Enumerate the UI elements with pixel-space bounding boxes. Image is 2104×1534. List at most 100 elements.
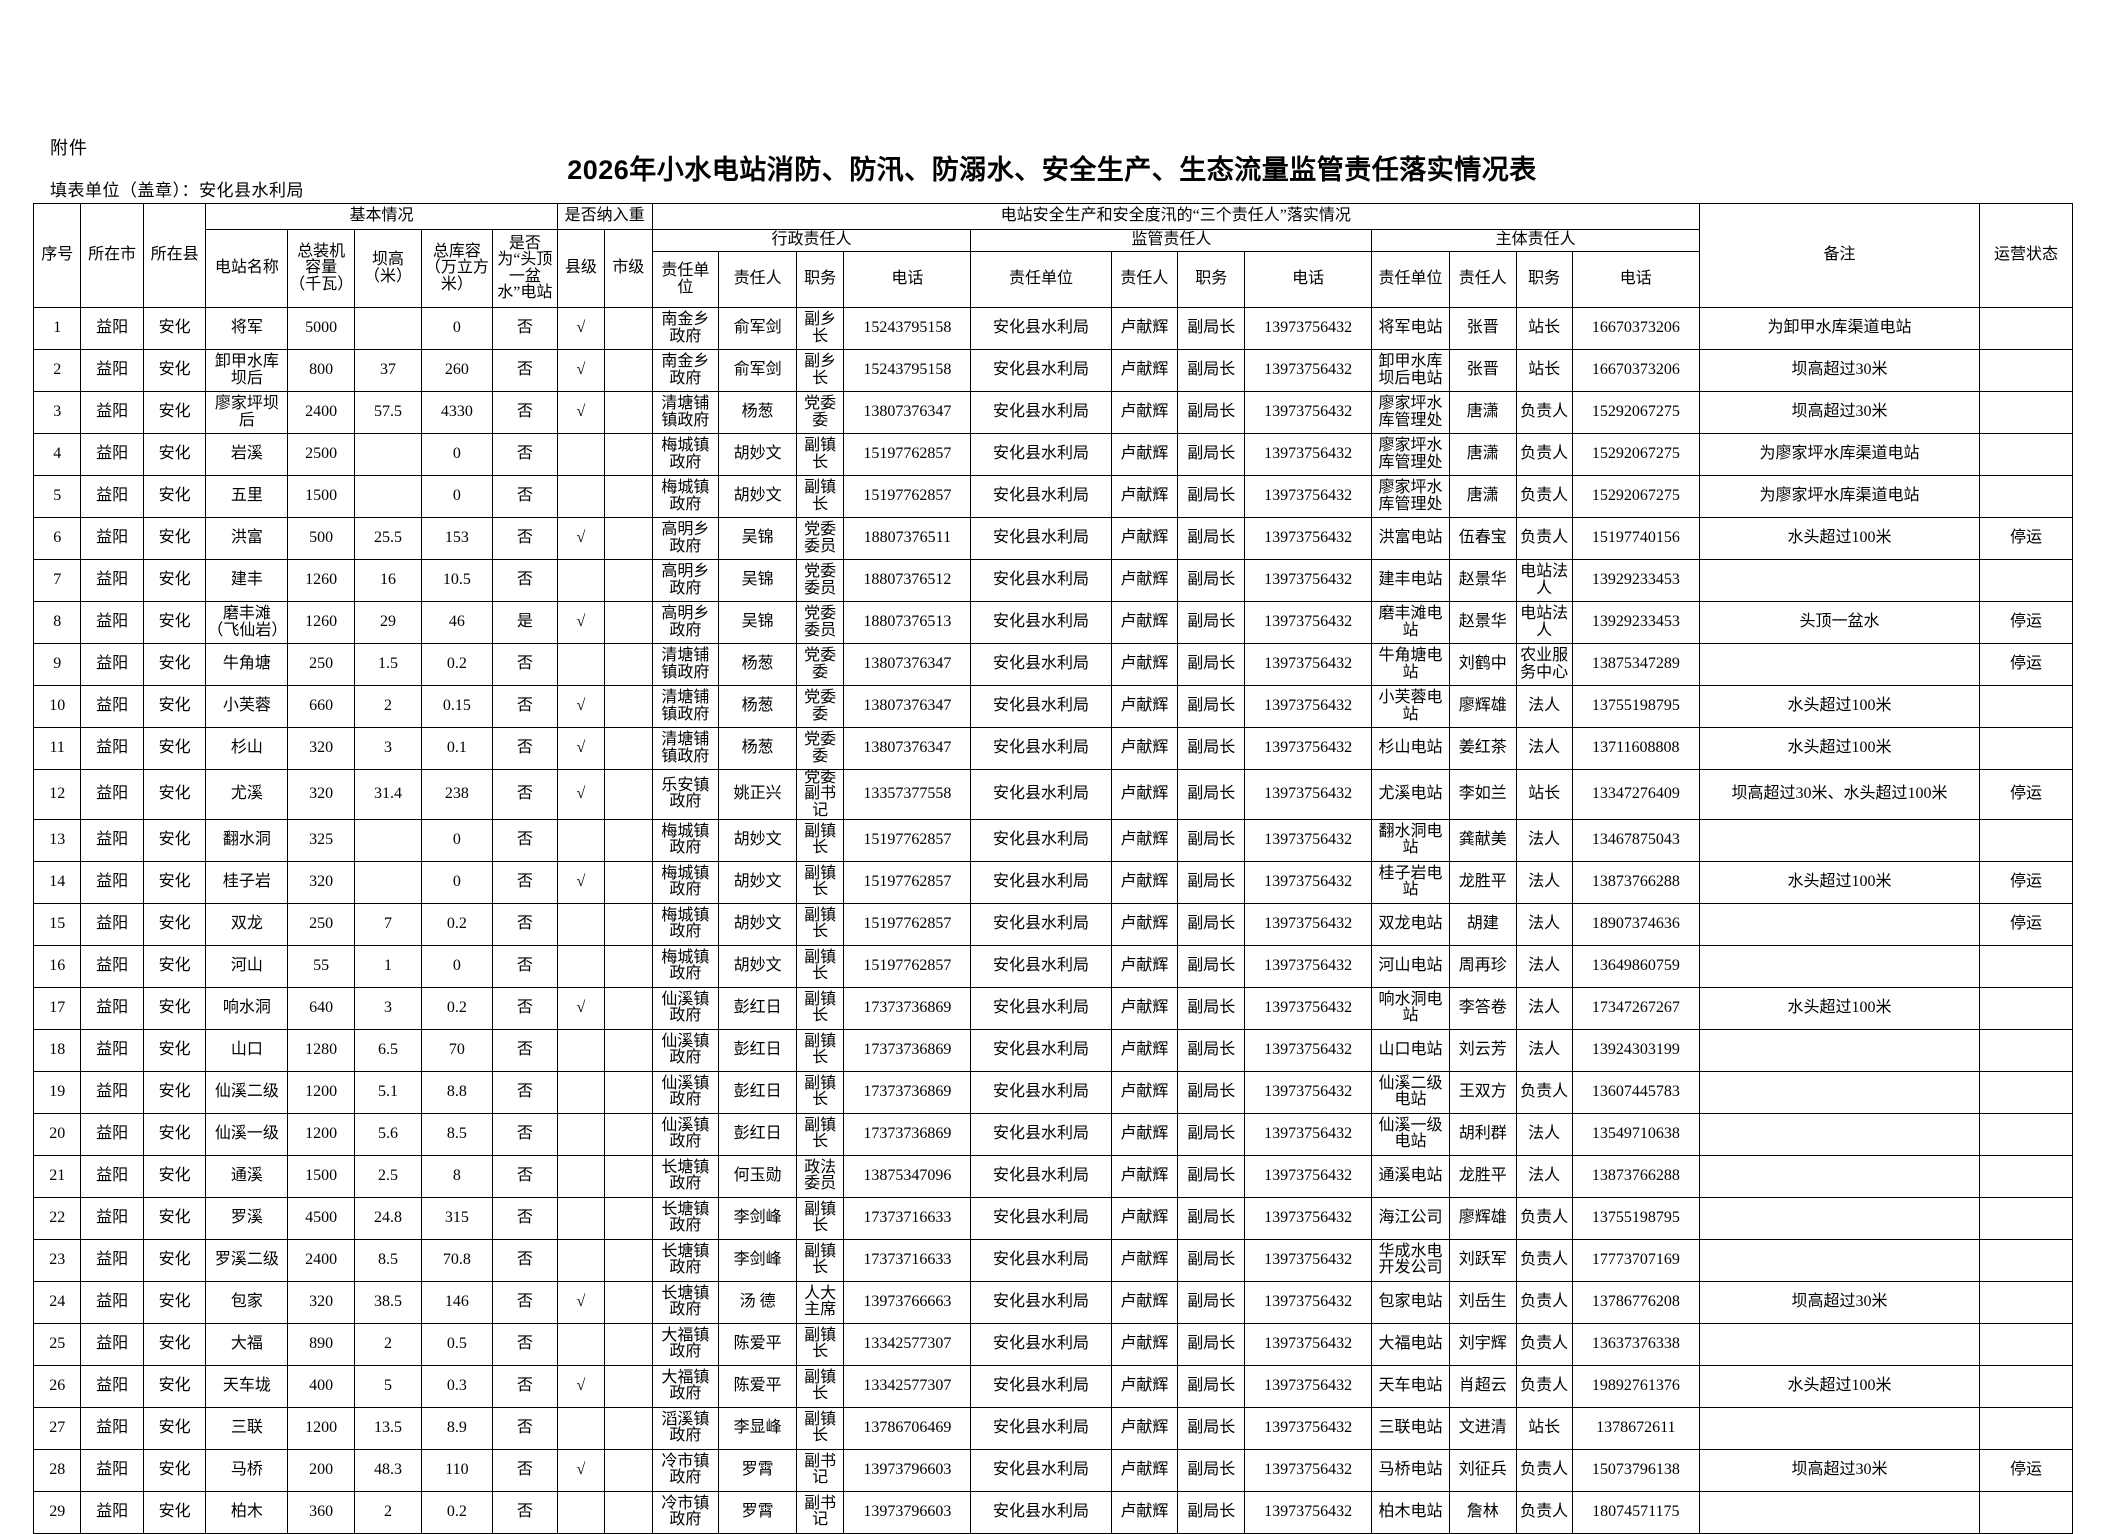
row-cell-admin-position: 副书记 <box>795 1490 845 1534</box>
table-body: 1 益阳 安化 将军 5000 0 否 √ 南金乡政府 俞军剑 副乡长 15243795158 安化县水… <box>32 307 2073 1534</box>
row-cell-storage: 0 <box>420 307 493 350</box>
row-cell-regulator-person: 卢献辉 <box>1110 1238 1179 1282</box>
row-cell-status <box>1979 1112 2073 1156</box>
row-cell-seq: 24 <box>32 1280 82 1324</box>
row-cell-basin: 否 <box>491 902 558 946</box>
row-cell-county-level: √ <box>556 307 606 350</box>
row-cell-admin-phone: 13342577307 <box>843 1364 972 1408</box>
row-cell-dam-height: 2 <box>354 685 422 728</box>
row-cell-subject-person: 龙胜平 <box>1448 860 1517 904</box>
row-cell-admin-position: 党委委 <box>795 643 845 686</box>
row-cell-subject-unit: 河山电站 <box>1371 944 1450 988</box>
row-cell-remark <box>1698 1238 1981 1282</box>
row-cell-admin-phone: 17373736869 <box>843 1112 972 1156</box>
row-cell-basin: 否 <box>491 818 558 862</box>
row-cell-capacity: 640 <box>287 986 356 1030</box>
row-cell-subject-person: 李如兰 <box>1448 769 1517 820</box>
row-cell-remark: 为廖家坪水库渠道电站 <box>1698 433 1981 476</box>
table-row: 11 益阳 安化 杉山 320 3 0.1 否 √ 清塘铺镇政府 杨葱 党委委 13807376347 安… <box>32 727 2073 770</box>
row-cell-county-level: √ <box>556 769 606 820</box>
row-cell-regulator-position: 副局长 <box>1177 818 1246 862</box>
row-cell-subject-person: 肖超云 <box>1448 1364 1517 1408</box>
row-cell-seq: 15 <box>32 902 82 946</box>
row-cell-storage: 0.2 <box>420 1490 493 1534</box>
row-cell-subject-person: 廖辉雄 <box>1448 685 1517 728</box>
row-cell-county: 安化 <box>142 685 207 728</box>
row-cell-regulator-unit: 安化县水利局 <box>970 601 1112 644</box>
row-cell-regulator-position: 副局长 <box>1177 1448 1246 1492</box>
row-cell-city: 益阳 <box>80 1490 144 1534</box>
row-cell-admin-unit: 冷市镇政府 <box>651 1448 720 1492</box>
row-cell-regulator-position: 副局长 <box>1177 944 1246 988</box>
row-cell-admin-person: 李显峰 <box>718 1406 797 1450</box>
row-cell-regulator-person: 卢献辉 <box>1110 1154 1179 1198</box>
row-cell-capacity: 320 <box>287 769 356 820</box>
row-cell-subject-phone: 13786776208 <box>1571 1280 1700 1324</box>
table-row: 27 益阳 安化 三联 1200 13.5 8.9 否 滔溪镇政府 李显峰 副镇长 137867064… <box>32 1406 2073 1450</box>
row-cell-regulator-phone: 13973756432 <box>1244 643 1373 686</box>
row-cell-subject-position: 负责人 <box>1515 475 1573 518</box>
row-cell-county: 安化 <box>142 986 207 1030</box>
group-header-basic: 基本情况 <box>205 203 558 230</box>
row-cell-regulator-unit: 安化县水利局 <box>970 902 1112 946</box>
row-cell-subject-phone: 13929233453 <box>1571 559 1700 602</box>
row-cell-city: 益阳 <box>80 643 144 686</box>
row-cell-admin-person: 彭红日 <box>718 1070 797 1114</box>
row-cell-regulator-position: 副局长 <box>1177 986 1246 1030</box>
row-cell-city-level <box>604 685 653 728</box>
row-cell-capacity: 320 <box>287 1280 356 1324</box>
row-cell-storage: 10.5 <box>420 559 493 602</box>
row-cell-status <box>1979 475 2073 518</box>
row-cell-admin-person: 彭红日 <box>718 986 797 1030</box>
row-cell-basin: 否 <box>491 559 558 602</box>
row-cell-subject-person: 廖辉雄 <box>1448 1196 1517 1240</box>
row-cell-dam-height: 24.8 <box>354 1196 422 1240</box>
row-cell-regulator-phone: 13973756432 <box>1244 1364 1373 1408</box>
row-cell-seq: 4 <box>32 433 82 476</box>
row-cell-station-name: 洪富 <box>205 517 289 560</box>
row-cell-city: 益阳 <box>80 391 144 434</box>
row-cell-admin-position: 党委委 <box>795 727 845 770</box>
row-cell-seq: 17 <box>32 986 82 1030</box>
row-cell-subject-unit: 将军电站 <box>1371 307 1450 350</box>
row-cell-seq: 6 <box>32 517 82 560</box>
row-cell-county: 安化 <box>142 1448 207 1492</box>
row-cell-regulator-person: 卢献辉 <box>1110 349 1179 392</box>
row-cell-admin-position: 副镇长 <box>795 1364 845 1408</box>
row-cell-storage: 0 <box>420 860 493 904</box>
row-cell-city-level <box>604 1196 653 1240</box>
row-cell-subject-person: 唐潇 <box>1448 391 1517 434</box>
row-cell-city-level <box>604 1238 653 1282</box>
table-row: 20 益阳 安化 仙溪一级 1200 5.6 8.5 否 仙溪镇政府 彭红日 副镇长 17373736… <box>32 1112 2073 1156</box>
row-cell-remark <box>1698 1490 1981 1534</box>
row-cell-basin: 否 <box>491 349 558 392</box>
row-cell-admin-person: 胡妙文 <box>718 944 797 988</box>
row-cell-seq: 8 <box>32 601 82 644</box>
table-row: 7 益阳 安化 建丰 1260 16 10.5 否 高明乡政府 吴锦 党委委员 18807376512… <box>32 559 2073 602</box>
row-cell-admin-position: 副镇长 <box>795 986 845 1030</box>
row-cell-storage: 146 <box>420 1280 493 1324</box>
row-cell-capacity: 5000 <box>287 307 356 350</box>
row-cell-station-name: 岩溪 <box>205 433 289 476</box>
row-cell-status <box>1979 1322 2073 1366</box>
row-cell-city: 益阳 <box>80 307 144 350</box>
row-cell-county-level: √ <box>556 391 606 434</box>
row-cell-city: 益阳 <box>80 818 144 862</box>
row-cell-station-name: 柏木 <box>205 1490 289 1534</box>
row-cell-remark: 水头超过100米 <box>1698 727 1981 770</box>
row-cell-dam-height: 25.5 <box>354 517 422 560</box>
row-cell-county-level <box>556 1112 606 1156</box>
row-cell-station-name: 马桥 <box>205 1448 289 1492</box>
row-cell-remark: 水头超过100米 <box>1698 860 1981 904</box>
row-cell-admin-phone: 15243795158 <box>843 307 972 350</box>
row-cell-regulator-unit: 安化县水利局 <box>970 1322 1112 1366</box>
row-cell-admin-unit: 长塘镇政府 <box>651 1196 720 1240</box>
row-cell-regulator-position: 副局长 <box>1177 559 1246 602</box>
row-cell-admin-position: 党委委员 <box>795 559 845 602</box>
row-cell-station-name: 大福 <box>205 1322 289 1366</box>
table-row: 22 益阳 安化 罗溪 4500 24.8 315 否 长塘镇政府 李剑峰 副镇长 173737166… <box>32 1196 2073 1240</box>
row-cell-seq: 22 <box>32 1196 82 1240</box>
row-cell-regulator-unit: 安化县水利局 <box>970 1028 1112 1072</box>
row-cell-county-level: √ <box>556 727 606 770</box>
row-cell-admin-phone: 15197762857 <box>843 902 972 946</box>
